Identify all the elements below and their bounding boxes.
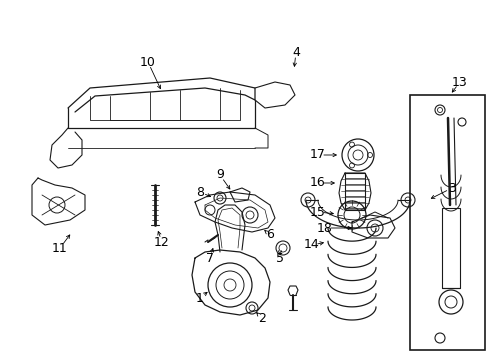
Text: 6: 6 — [265, 229, 273, 242]
Text: 2: 2 — [258, 311, 265, 324]
Text: 8: 8 — [196, 185, 203, 198]
Text: 10: 10 — [140, 55, 156, 68]
Text: 7: 7 — [205, 252, 214, 265]
Bar — [441, 208, 459, 288]
Text: 16: 16 — [309, 176, 325, 189]
Text: 17: 17 — [309, 148, 325, 162]
Text: 15: 15 — [309, 206, 325, 219]
Circle shape — [341, 139, 373, 171]
Text: 5: 5 — [275, 252, 284, 265]
Text: 4: 4 — [291, 45, 299, 58]
Text: 9: 9 — [216, 168, 224, 181]
Text: 3: 3 — [447, 181, 455, 194]
Text: 14: 14 — [304, 238, 319, 252]
Text: 13: 13 — [451, 76, 467, 89]
Bar — [409, 95, 484, 350]
Text: 11: 11 — [52, 242, 68, 255]
Text: 12: 12 — [154, 235, 169, 248]
Text: 1: 1 — [196, 292, 203, 305]
Text: 18: 18 — [316, 221, 332, 234]
